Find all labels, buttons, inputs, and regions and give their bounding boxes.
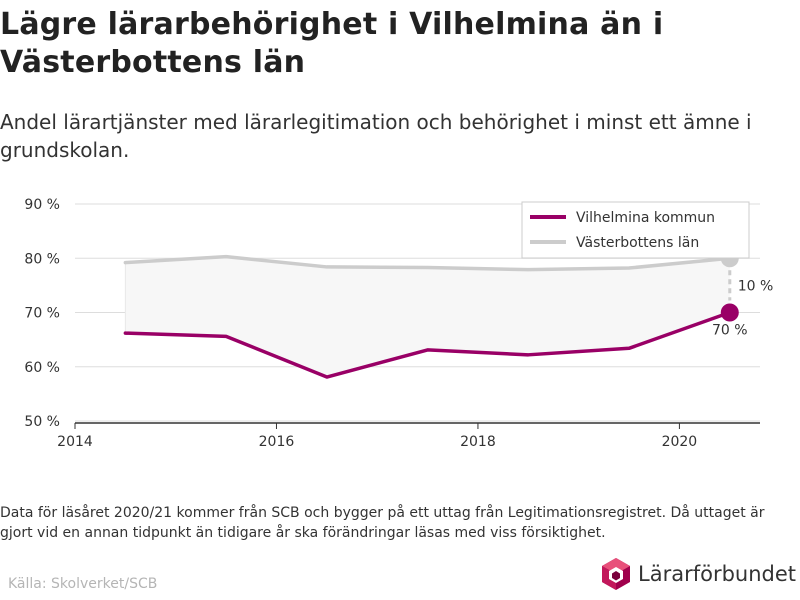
- end-marker-vilhelmina: [720, 303, 739, 322]
- line-chart: 50 % 60 % 70 % 80 % 90 % 2014 2016 2018 2020 10 %…: [24, 197, 774, 450]
- series-line-vilhelmina: [123, 310, 732, 379]
- logo-text: Lärarförbundet: [638, 562, 797, 586]
- gap-area: [125, 256, 730, 378]
- end-label-vilhelmina: 70 %: [712, 323, 748, 339]
- x-tick-label: 2020: [662, 434, 698, 450]
- chart-subtitle: Andel lärartjänster med lärarlegitimatio…: [0, 110, 752, 162]
- series-line-vasterbotten: [123, 254, 732, 272]
- source-label: Källa: Skolverket/SCB: [8, 576, 158, 592]
- legend-box: [521, 201, 750, 259]
- chart-title: Lägre lärarbehörighet i Vilhelmina än i …: [0, 7, 664, 80]
- x-tick-label: 2016: [259, 434, 295, 450]
- y-tick-label: 80 %: [24, 251, 60, 267]
- data-note: Data för läsåret 2020/21 kommer från SCB…: [0, 505, 765, 541]
- gap-label: 10 %: [738, 278, 774, 294]
- y-tick-label: 50 %: [24, 414, 60, 430]
- x-tick-label: 2018: [460, 434, 496, 450]
- x-tick-label: 2014: [57, 434, 93, 450]
- y-tick-label: 70 %: [24, 306, 60, 322]
- legend-label: Vilhelmina kommun: [576, 210, 715, 226]
- legend-label: Västerbottens län: [576, 235, 699, 251]
- y-tick-label: 90 %: [24, 197, 60, 213]
- lararforbundet-logo[interactable]: Lärarförbundet: [601, 556, 796, 592]
- y-tick-label: 60 %: [24, 360, 60, 376]
- cube-logo-icon: [602, 558, 630, 590]
